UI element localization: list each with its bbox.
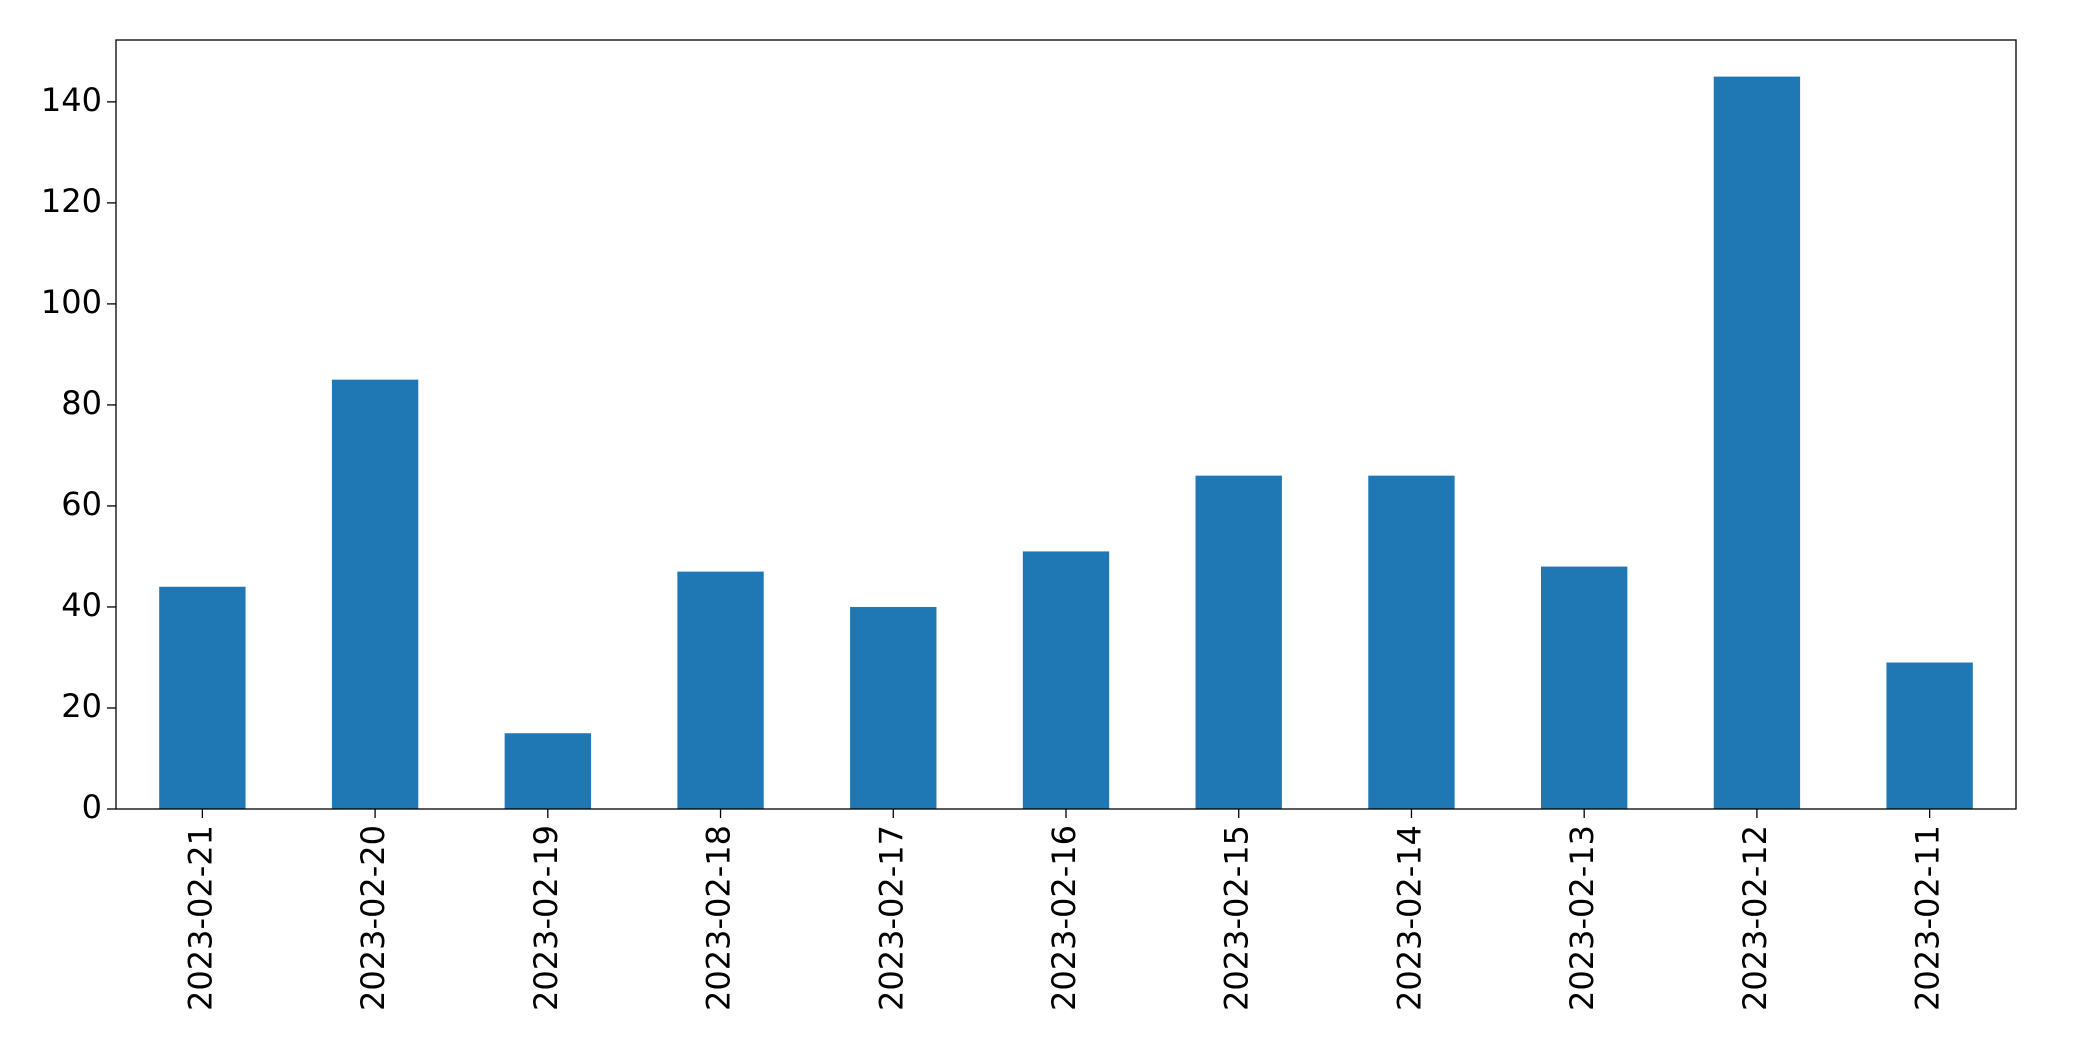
x-tick-label: 2023-02-15 — [1218, 825, 1256, 1011]
y-tick-label: 60 — [61, 485, 102, 523]
bar — [1022, 551, 1110, 809]
bar — [677, 571, 764, 809]
bar — [504, 733, 591, 809]
bar — [1368, 475, 1455, 809]
x-tick-label: 2023-02-14 — [1390, 825, 1428, 1011]
y-tick-label: 0 — [82, 788, 102, 826]
bar — [850, 606, 937, 809]
y-tick-label: 120 — [41, 182, 102, 220]
y-tick-label: 140 — [41, 81, 102, 119]
x-tick-label: 2023-02-19 — [527, 825, 565, 1011]
x-tick-label: 2023-02-18 — [700, 825, 738, 1011]
y-tick-label: 40 — [61, 586, 102, 624]
x-tick-label: 2023-02-21 — [181, 825, 219, 1011]
x-tick-label: 2023-02-11 — [1909, 825, 1947, 1011]
plot-frame — [115, 39, 2017, 810]
y-tick-label: 20 — [61, 687, 102, 725]
x-tick-label: 2023-02-17 — [872, 825, 910, 1011]
y-tick-label: 80 — [61, 384, 102, 422]
bar — [1713, 76, 1801, 810]
bar — [1886, 662, 1973, 809]
y-tick-label: 100 — [41, 283, 102, 321]
x-tick-label: 2023-02-12 — [1736, 825, 1774, 1011]
bar — [159, 586, 246, 809]
bar — [1195, 475, 1282, 809]
bar — [1541, 566, 1628, 809]
bar — [331, 379, 419, 809]
x-tick-label: 2023-02-20 — [354, 825, 392, 1011]
x-tick-label: 2023-02-13 — [1563, 825, 1601, 1011]
x-tick-label: 2023-02-16 — [1045, 825, 1083, 1011]
